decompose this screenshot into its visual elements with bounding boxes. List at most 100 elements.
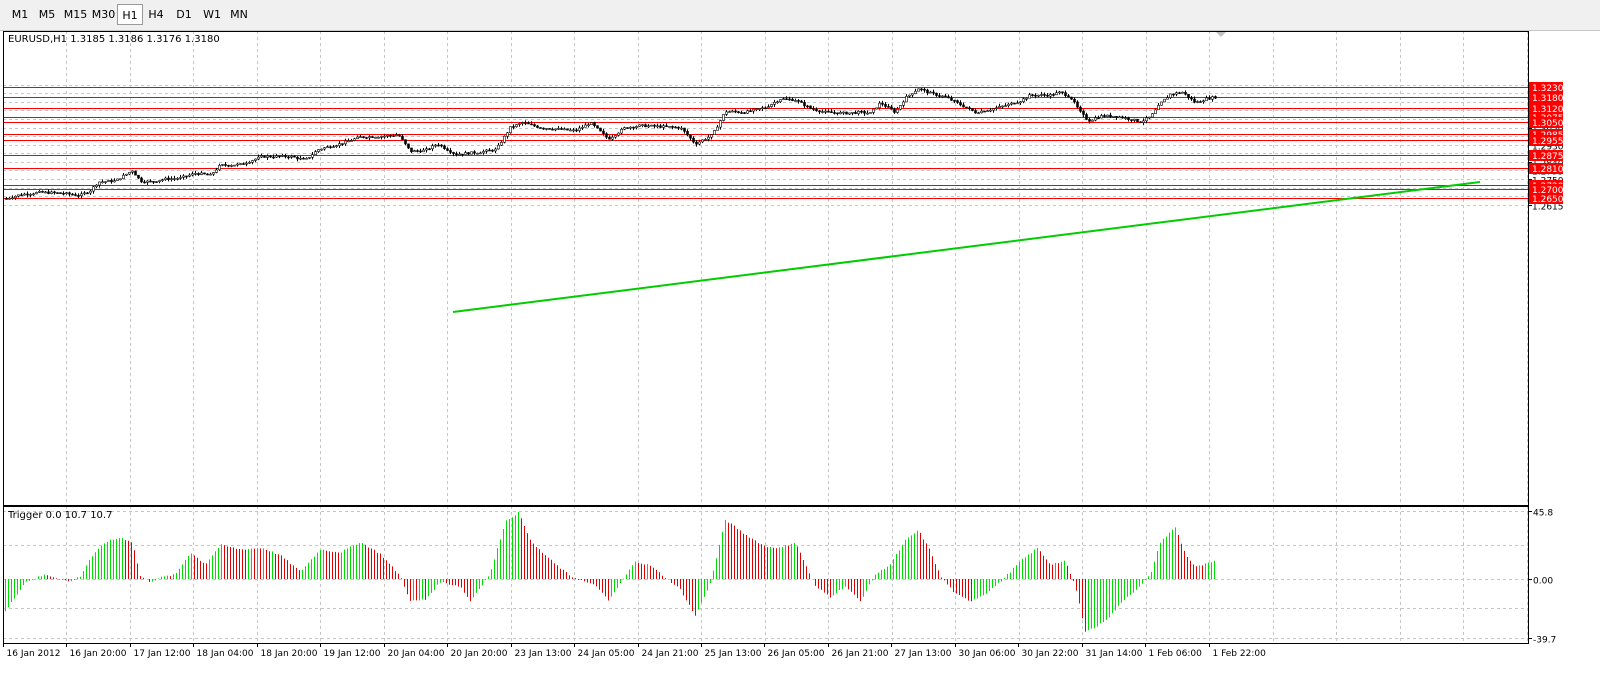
indicator-tick-label: 45.8 bbox=[1533, 509, 1553, 519]
candle-body bbox=[896, 108, 899, 113]
candle-body bbox=[254, 158, 257, 161]
candle-body bbox=[887, 106, 890, 108]
time-tick-label: 31 Jan 14:00 bbox=[1086, 649, 1143, 659]
candle-body bbox=[557, 128, 560, 130]
candle-body bbox=[359, 136, 362, 138]
time-tick-label: 25 Jan 13:00 bbox=[705, 649, 762, 659]
candle-body bbox=[428, 148, 431, 151]
timeframe-h1-button[interactable]: H1 bbox=[117, 4, 143, 25]
candle-body bbox=[746, 110, 749, 114]
candle-body bbox=[659, 125, 662, 128]
candle-body bbox=[98, 181, 101, 186]
candle-body bbox=[38, 191, 41, 193]
candle-body bbox=[338, 143, 341, 146]
candle-body bbox=[1166, 97, 1169, 100]
timeframe-m15-button[interactable]: M15 bbox=[63, 8, 88, 21]
candle-body bbox=[608, 136, 611, 140]
candle-body bbox=[215, 169, 218, 173]
candle-body bbox=[1178, 92, 1181, 95]
candle-body bbox=[752, 108, 755, 112]
candle-body bbox=[599, 127, 602, 132]
timeframe-m30-button[interactable]: M30 bbox=[91, 8, 116, 21]
candle-body bbox=[725, 111, 728, 115]
candle-body bbox=[302, 157, 305, 160]
candle-body bbox=[836, 112, 839, 115]
candle-body bbox=[59, 192, 62, 194]
candle-body bbox=[35, 192, 38, 195]
candle-body bbox=[149, 180, 152, 183]
candle-body bbox=[104, 181, 107, 183]
candle-body bbox=[113, 180, 116, 183]
candle-body bbox=[539, 127, 542, 129]
timeframe-m1-button[interactable]: M1 bbox=[11, 8, 29, 21]
price-axis[interactable]: 1.32451.32001.31551.31101.30651.30201.29… bbox=[1528, 82, 1564, 213]
price-candles bbox=[5, 87, 1217, 200]
candle-body bbox=[626, 127, 629, 129]
candle-body bbox=[416, 150, 419, 152]
candle-body bbox=[197, 173, 200, 175]
candle-body bbox=[812, 108, 815, 110]
timeframe-d1-button[interactable]: D1 bbox=[176, 8, 192, 21]
candle-body bbox=[155, 181, 158, 183]
indicator-tick-label: 0.00 bbox=[1533, 577, 1553, 587]
candle-body bbox=[305, 157, 308, 160]
timeframe-m5-button[interactable]: M5 bbox=[38, 8, 56, 21]
candle-body bbox=[1136, 118, 1139, 123]
candle-body bbox=[1004, 105, 1007, 107]
horizontal-levels[interactable] bbox=[3, 87, 1528, 199]
candle-body bbox=[503, 135, 506, 143]
candle-body bbox=[1025, 97, 1028, 100]
candle-body bbox=[455, 153, 458, 156]
candle-body bbox=[332, 146, 335, 148]
candle-body bbox=[800, 100, 803, 103]
candle-body bbox=[119, 178, 122, 181]
candle-body bbox=[68, 192, 71, 195]
candle-body bbox=[434, 144, 437, 147]
level-price-badge bbox=[1529, 135, 1563, 146]
candle-body bbox=[464, 152, 467, 155]
candle-body bbox=[314, 151, 317, 155]
timeframe-h4-button[interactable]: H4 bbox=[148, 8, 164, 21]
candle-body bbox=[395, 134, 398, 137]
candle-body bbox=[623, 127, 626, 130]
time-tick-label: 16 Jan 20:00 bbox=[70, 649, 127, 659]
candle-body bbox=[1148, 116, 1151, 119]
candle-body bbox=[491, 149, 494, 152]
candle-body bbox=[989, 109, 992, 112]
candle-body bbox=[1037, 94, 1040, 97]
candle-body bbox=[1127, 117, 1130, 120]
candle-body bbox=[1133, 118, 1136, 121]
candle-body bbox=[932, 91, 935, 94]
candle-body bbox=[656, 125, 659, 128]
candle-body bbox=[602, 130, 605, 134]
candle-body bbox=[14, 195, 17, 199]
candle-body bbox=[509, 126, 512, 134]
candle-body bbox=[95, 184, 98, 187]
candle-body bbox=[458, 153, 461, 156]
trendline-group[interactable] bbox=[452, 181, 1481, 313]
candle-body bbox=[527, 122, 530, 125]
chart-shift-marker-icon[interactable] bbox=[1216, 32, 1226, 37]
candle-body bbox=[1052, 94, 1055, 96]
candle-body bbox=[131, 170, 134, 173]
candle-body bbox=[5, 198, 8, 200]
candle-body bbox=[569, 129, 572, 132]
time-tick-label: 24 Jan 05:00 bbox=[578, 649, 635, 659]
candle-body bbox=[1196, 101, 1199, 103]
candle-body bbox=[707, 136, 710, 140]
candle-body bbox=[743, 112, 746, 114]
candle-body bbox=[1007, 103, 1010, 106]
candle-body bbox=[290, 155, 293, 158]
time-tick-label: 26 Jan 21:00 bbox=[832, 649, 889, 659]
candle-body bbox=[1055, 92, 1058, 96]
candle-body bbox=[575, 129, 578, 132]
candle-body bbox=[107, 180, 110, 182]
indicator-title: Trigger 0.0 10.7 10.7 bbox=[7, 510, 112, 521]
candle-body bbox=[161, 179, 164, 181]
time-tick-label: 1 Feb 06:00 bbox=[1149, 649, 1203, 659]
candle-body bbox=[152, 181, 155, 183]
time-axis[interactable]: 16 Jan 2012 16 Jan 20:00 17 Jan 12:00 18 Ja… bbox=[3, 643, 1267, 659]
timeframe-w1-button[interactable]: W1 bbox=[203, 8, 221, 21]
timeframe-mn-button[interactable]: MN bbox=[230, 8, 248, 21]
